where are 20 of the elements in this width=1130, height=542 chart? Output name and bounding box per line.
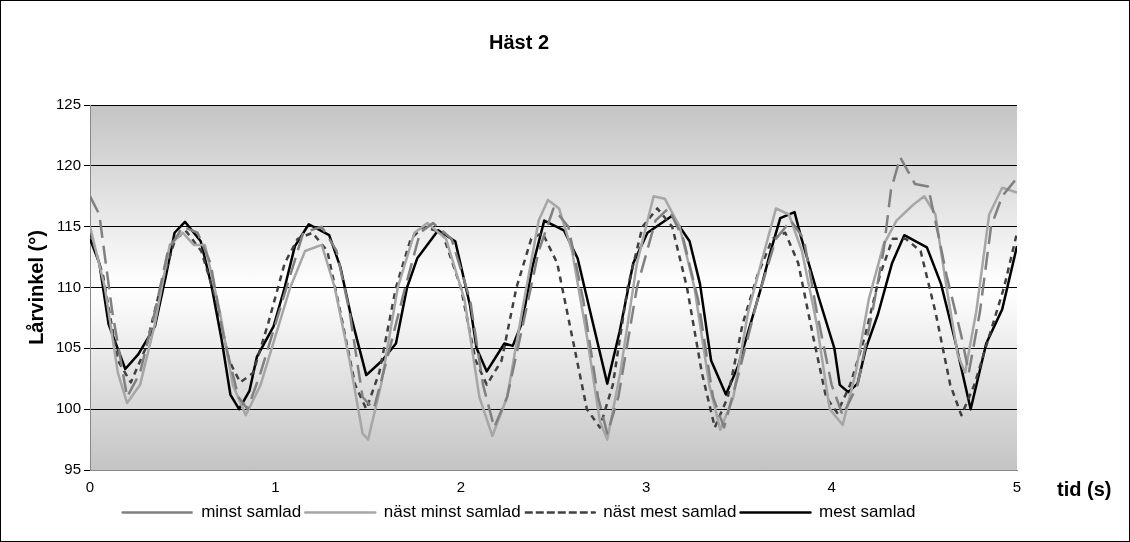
legend-label: näst minst samlad [383,502,521,522]
x-tick-label: 4 [827,478,836,496]
x-tick-label: 3 [642,478,651,496]
y-tick-label: 110 [57,277,82,295]
y-tick-label: 125 [56,95,82,113]
legend-label: näst mest samlad [603,502,737,522]
x-tick-label: 5 [1012,478,1022,496]
y-tick-label: 120 [56,155,82,173]
chart-title: Häst 2 [488,30,550,53]
y-axis-title: Lårvinkel (°) [24,230,47,345]
x-tick-label: 2 [456,478,465,496]
y-tick-label: 100 [56,399,82,417]
y-tick-label: 95 [64,460,82,478]
x-axis-title: tid (s) [1057,477,1112,500]
y-tick-label: 115 [57,216,82,234]
legend-label: mest samlad [819,502,916,522]
x-tick-label: 0 [85,478,95,496]
y-tick-label: 105 [56,338,82,356]
x-tick-label: 1 [271,478,280,496]
legend-label: minst samlad [201,502,302,522]
